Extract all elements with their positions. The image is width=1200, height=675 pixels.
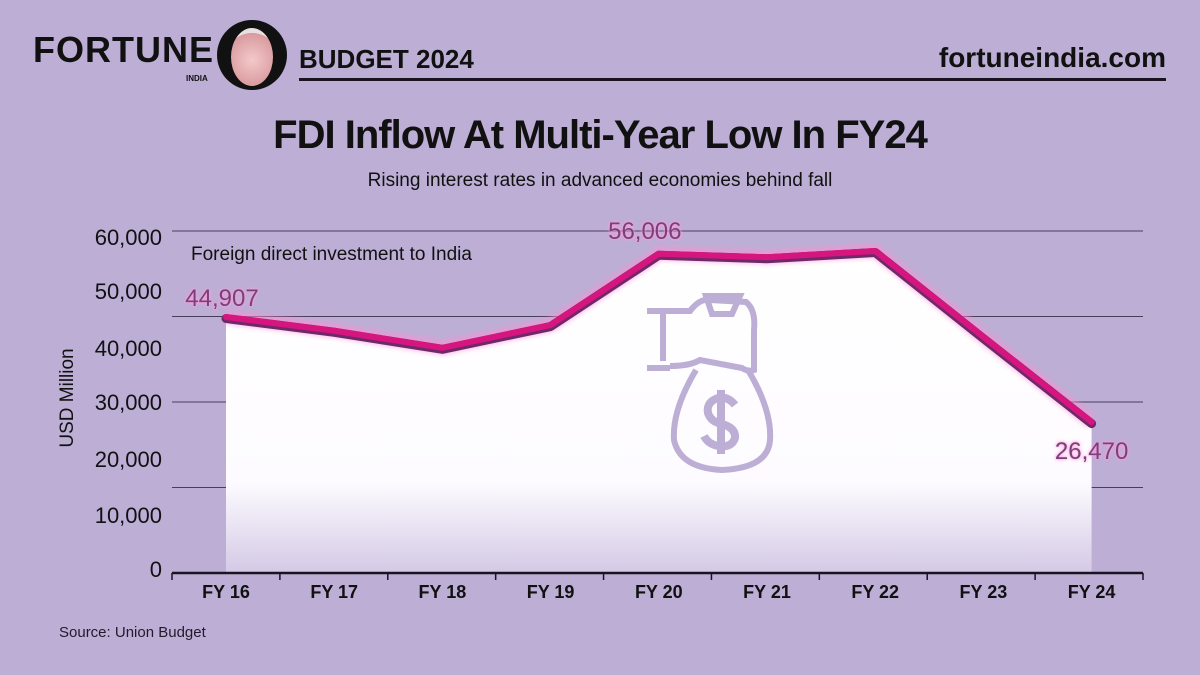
y-tick-label: 30,000: [94, 390, 162, 415]
header-divider: [299, 78, 1166, 81]
y-tick-label: 50,000: [94, 279, 162, 304]
data-label: 26,470: [1054, 438, 1129, 466]
source-note: Source: Union Budget: [59, 624, 206, 641]
x-tick-label: FY 18: [418, 582, 467, 602]
x-tick-label: FY 22: [851, 582, 900, 602]
x-axis: [171, 571, 1144, 580]
x-tick-label: FY 24: [1067, 582, 1116, 602]
y-tick-label: 20,000: [94, 447, 162, 472]
y-tick-label: 0: [149, 557, 162, 582]
y-tick-label: 40,000: [94, 336, 162, 361]
x-tick-label: FY 16: [202, 582, 250, 602]
y-tick-label: 10,000: [94, 503, 162, 528]
section-title: BUDGET 2024: [299, 44, 474, 74]
x-tick-label: FY 20: [634, 582, 683, 602]
site-url: fortuneindia.com: [938, 42, 1166, 73]
fortune-logo: FORTUNE: [33, 29, 214, 70]
x-tick-label: FY 19: [526, 582, 575, 602]
y-tick-label: 60,000: [94, 225, 162, 250]
money-bag-hand-icon: [647, 293, 774, 474]
portrait-image: [217, 20, 287, 90]
series-line: [223, 247, 1095, 426]
area-fill: [226, 250, 1092, 573]
x-tick-label: FY 17: [310, 582, 359, 602]
data-label: 44,907: [185, 285, 259, 313]
chart-subtitle: Rising interest rates in advanced econom…: [367, 170, 833, 191]
fortune-logo-sub: INDIA: [186, 74, 208, 83]
chart-title: FDI Inflow At Multi-Year Low In FY24: [273, 113, 928, 157]
chart-annotation: Foreign direct investment to India: [191, 244, 472, 265]
data-label: 56,006: [608, 217, 682, 245]
x-tick-label: FY 23: [959, 582, 1008, 602]
x-tick-label: FY 21: [743, 582, 791, 602]
